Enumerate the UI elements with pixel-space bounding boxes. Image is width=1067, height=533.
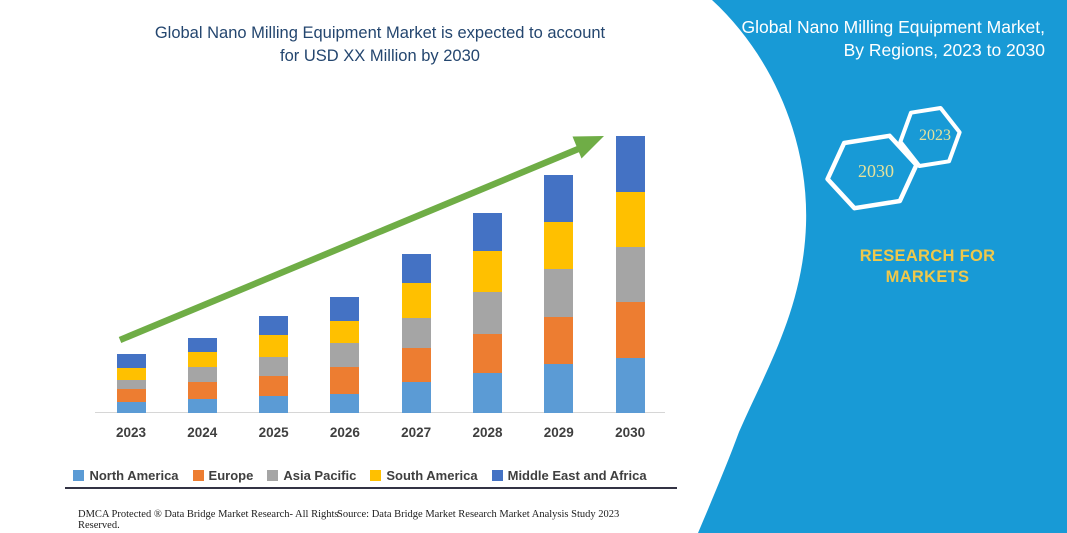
bar-segment-middle-east-and-africa-2027: [401, 254, 431, 283]
legend-item-asia-pacific: Asia Pacific: [267, 468, 356, 483]
stacked-bar-chart: 2023 2024 2025 2026 2027 2028 2029 2030: [95, 136, 665, 440]
stacked-bar-2028: [473, 213, 502, 413]
bar-segment-europe-2025: [259, 376, 289, 396]
bar-segment-middle-east-and-africa-2028: [473, 213, 502, 251]
chart-legend: North America Europe Asia Pacific South Ame…: [40, 468, 680, 483]
bar-segment-south-america-2028: [473, 251, 502, 292]
year-hexagons: [825, 105, 962, 211]
legend-label-middle-east-and-africa: Middle East and Africa: [507, 468, 647, 483]
side-panel-title-line2: By Regions, 2023 to 2030: [843, 40, 1045, 60]
stacked-bar-2025: [259, 316, 289, 413]
stacked-bar-2023: [116, 354, 146, 413]
stacked-bar-2027: [401, 254, 431, 413]
bar-segment-europe-2027: [401, 348, 431, 382]
bar-segment-south-america-2027: [401, 283, 431, 318]
bar-segment-europe-2030: [615, 302, 645, 358]
brand-line1: RESEARCH FOR: [859, 247, 996, 265]
footer-copyright: DMCA Protected ® Data Bridge Market Rese…: [78, 509, 339, 531]
bar-segment-europe-2023: [116, 389, 146, 402]
bar-segment-middle-east-and-africa-2025: [259, 316, 289, 335]
bar-segment-middle-east-and-africa-2024: [187, 338, 217, 352]
bar-segment-south-america-2026: [330, 321, 360, 343]
bar-segment-asia-pacific-2026: [330, 343, 360, 367]
bar-segment-middle-east-and-africa-2029: [544, 175, 574, 222]
legend-swatch-middle-east-and-africa: [491, 470, 503, 481]
chart-title: Global Nano Milling Equipment Market is …: [60, 22, 700, 68]
bar-segment-middle-east-and-africa-2026: [330, 297, 360, 321]
chart-title-line2: for USD XX Million by 2030: [280, 47, 480, 65]
side-panel-title: Global Nano Milling Equipment Market, By…: [685, 16, 1045, 62]
hexagon-year-2030: 2030: [858, 161, 894, 181]
trend-arrow: [118, 136, 604, 343]
bar-segment-south-america-2029: [544, 222, 574, 269]
brand-wordmark: RESEARCH FOR MARKETS: [845, 246, 1010, 288]
bar-segment-europe-2029: [544, 317, 574, 364]
x-axis-line: [95, 412, 665, 413]
stacked-bar-2029: [544, 175, 574, 413]
legend-label-europe: Europe: [208, 468, 254, 483]
bar-segment-north-america-2027: [401, 382, 431, 413]
legend-item-north-america: North America: [73, 468, 179, 483]
bar-segment-europe-2028: [473, 334, 502, 373]
legend-swatch-south-america: [370, 470, 382, 481]
legend-swatch-europe: [192, 470, 204, 481]
brand-line2: MARKETS: [885, 268, 970, 286]
hexagon-year-2023: 2023: [919, 127, 951, 144]
bar-segment-europe-2024: [187, 382, 217, 399]
bar-segment-middle-east-and-africa-2030: [615, 136, 645, 192]
bar-segment-middle-east-and-africa-2023: [116, 354, 146, 368]
stacked-bar-2026: [330, 297, 360, 413]
bar-segment-asia-pacific-2025: [259, 357, 289, 376]
bar-segment-asia-pacific-2030: [615, 247, 645, 302]
stacked-bar-2030: [615, 136, 645, 413]
bar-segment-asia-pacific-2027: [401, 318, 431, 348]
side-panel-background: [698, 0, 1067, 533]
bar-segment-asia-pacific-2028: [473, 292, 502, 334]
x-axis-label-2030: 2030: [615, 425, 646, 440]
stacked-bar-2024: [187, 338, 217, 413]
x-axis-label-2028: 2028: [472, 425, 503, 440]
side-panel-title-line1: Global Nano Milling Equipment Market,: [741, 17, 1045, 37]
hexagon-2023: [898, 105, 962, 169]
x-axis-label-2026: 2026: [329, 425, 360, 440]
bar-segment-north-america-2026: [330, 394, 360, 413]
legend-label-south-america: South America: [386, 468, 478, 483]
bar-segment-south-america-2023: [116, 368, 146, 380]
legend-swatch-north-america: [73, 470, 85, 481]
bar-segment-south-america-2024: [187, 352, 217, 367]
bar-segment-north-america-2024: [187, 399, 217, 413]
legend-swatch-asia-pacific: [267, 470, 279, 481]
x-axis-label-2027: 2027: [401, 425, 432, 440]
bar-segment-south-america-2025: [259, 335, 289, 357]
bar-segment-north-america-2030: [615, 358, 645, 413]
footer-source: Source: Data Bridge Market Research Mark…: [337, 509, 620, 520]
x-axis-label-2029: 2029: [543, 425, 574, 440]
x-axis-label-2025: 2025: [258, 425, 289, 440]
bar-segment-asia-pacific-2023: [116, 380, 146, 389]
legend-label-north-america: North America: [89, 468, 179, 483]
bar-segment-north-america-2028: [473, 373, 502, 413]
legend-label-asia-pacific: Asia Pacific: [283, 468, 357, 483]
bar-segment-south-america-2030: [615, 192, 645, 247]
bar-segment-north-america-2029: [544, 364, 574, 413]
legend-item-middle-east-and-africa: Middle East and Africa: [491, 468, 647, 483]
legend-item-south-america: South America: [370, 468, 478, 483]
bar-segment-europe-2026: [330, 367, 360, 394]
bar-segment-asia-pacific-2024: [187, 367, 217, 382]
bar-segment-asia-pacific-2029: [544, 269, 574, 317]
bar-segment-north-america-2025: [259, 396, 289, 413]
legend-item-europe: Europe: [192, 468, 254, 483]
bar-segment-north-america-2023: [116, 402, 146, 413]
x-axis-label-2024: 2024: [187, 425, 218, 440]
x-axis-label-2023: 2023: [115, 425, 147, 440]
footer-divider: [65, 487, 677, 489]
chart-title-line1: Global Nano Milling Equipment Market is …: [154, 24, 606, 42]
